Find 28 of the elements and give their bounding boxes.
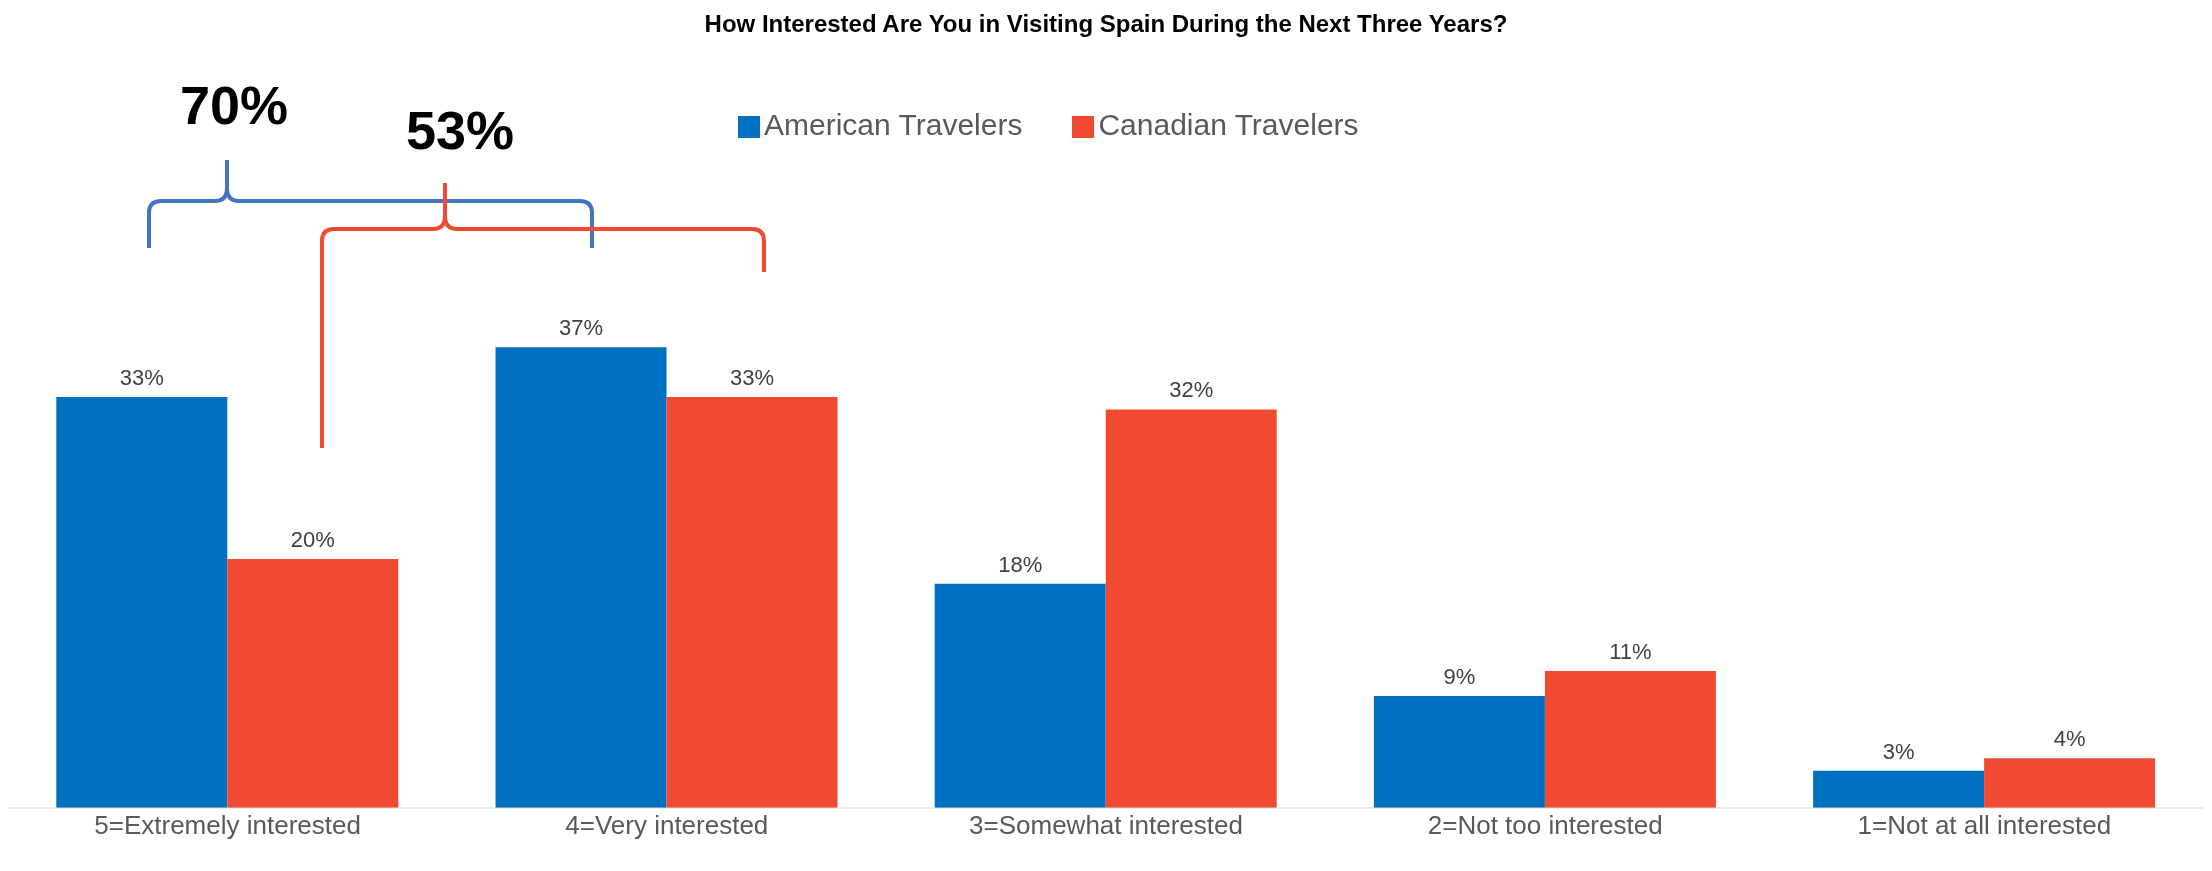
- bar: [1813, 770, 1985, 808]
- x-tick-label: 5=Extremely interested: [94, 810, 361, 841]
- bar: [1544, 670, 1716, 808]
- data-label: 11%: [1609, 638, 1652, 664]
- chart-title: How Interested Are You in Visiting Spain During the Next Three Years?: [703, 10, 1509, 38]
- bar: [1105, 409, 1277, 808]
- data-label: 3%: [1882, 738, 1915, 764]
- data-label: 9%: [1443, 663, 1476, 689]
- text: 70%: [179, 75, 289, 136]
- x-tick-label: 1=Not at all interested: [1857, 810, 2112, 841]
- data-label: 20%: [290, 526, 335, 552]
- bar: [227, 558, 399, 808]
- bar: [1373, 695, 1545, 808]
- data-label: 4%: [2053, 726, 2086, 752]
- legend-label: Canadian Travelers: [1098, 108, 1359, 141]
- legend-label: American Travelers: [764, 108, 1023, 141]
- data-label: 18%: [998, 551, 1043, 577]
- x-tick-label: 4=Very interested: [565, 810, 769, 841]
- bar: [934, 583, 1106, 808]
- x-tick-label: 3=Somewhat interested: [969, 810, 1243, 841]
- data-label: 32%: [1169, 377, 1214, 403]
- bar: [1984, 758, 2156, 808]
- bar: [56, 396, 228, 808]
- x-tick-label: 2=Not too interested: [1427, 810, 1663, 841]
- data-label: 33%: [119, 364, 164, 390]
- data-label: 37%: [558, 315, 604, 341]
- data-label: 33%: [729, 364, 775, 390]
- text: 53%: [405, 100, 515, 161]
